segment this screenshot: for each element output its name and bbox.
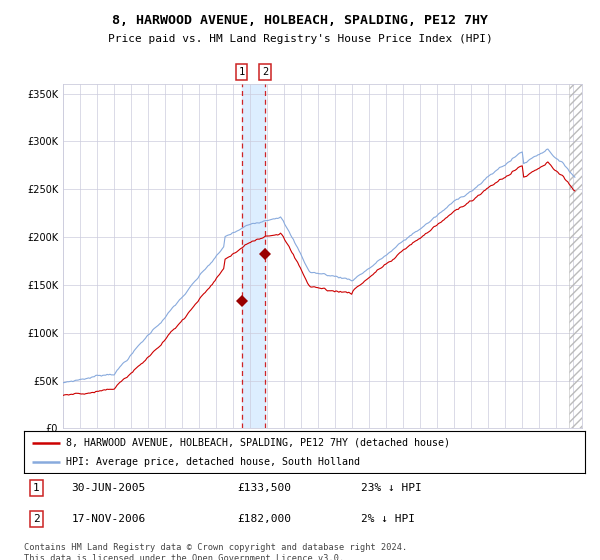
Text: 2% ↓ HPI: 2% ↓ HPI [361,514,415,524]
Text: £133,500: £133,500 [237,483,291,493]
Text: 1: 1 [239,67,245,77]
Text: Price paid vs. HM Land Registry's House Price Index (HPI): Price paid vs. HM Land Registry's House … [107,34,493,44]
Text: 8, HARWOOD AVENUE, HOLBEACH, SPALDING, PE12 7HY: 8, HARWOOD AVENUE, HOLBEACH, SPALDING, P… [112,14,488,27]
Text: 2: 2 [262,67,268,77]
Text: 30-JUN-2005: 30-JUN-2005 [71,483,146,493]
Text: HPI: Average price, detached house, South Holland: HPI: Average price, detached house, Sout… [66,457,360,467]
Text: 23% ↓ HPI: 23% ↓ HPI [361,483,421,493]
Text: £182,000: £182,000 [237,514,291,524]
Text: Contains HM Land Registry data © Crown copyright and database right 2024.
This d: Contains HM Land Registry data © Crown c… [24,543,407,560]
Text: 17-NOV-2006: 17-NOV-2006 [71,514,146,524]
Text: 1: 1 [33,483,40,493]
Bar [242,84,265,428]
Text: 8, HARWOOD AVENUE, HOLBEACH, SPALDING, PE12 7HY (detached house): 8, HARWOOD AVENUE, HOLBEACH, SPALDING, P… [66,438,450,448]
Text: 2: 2 [33,514,40,524]
